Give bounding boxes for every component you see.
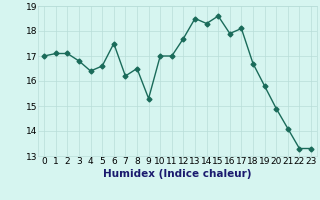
X-axis label: Humidex (Indice chaleur): Humidex (Indice chaleur): [103, 169, 252, 179]
